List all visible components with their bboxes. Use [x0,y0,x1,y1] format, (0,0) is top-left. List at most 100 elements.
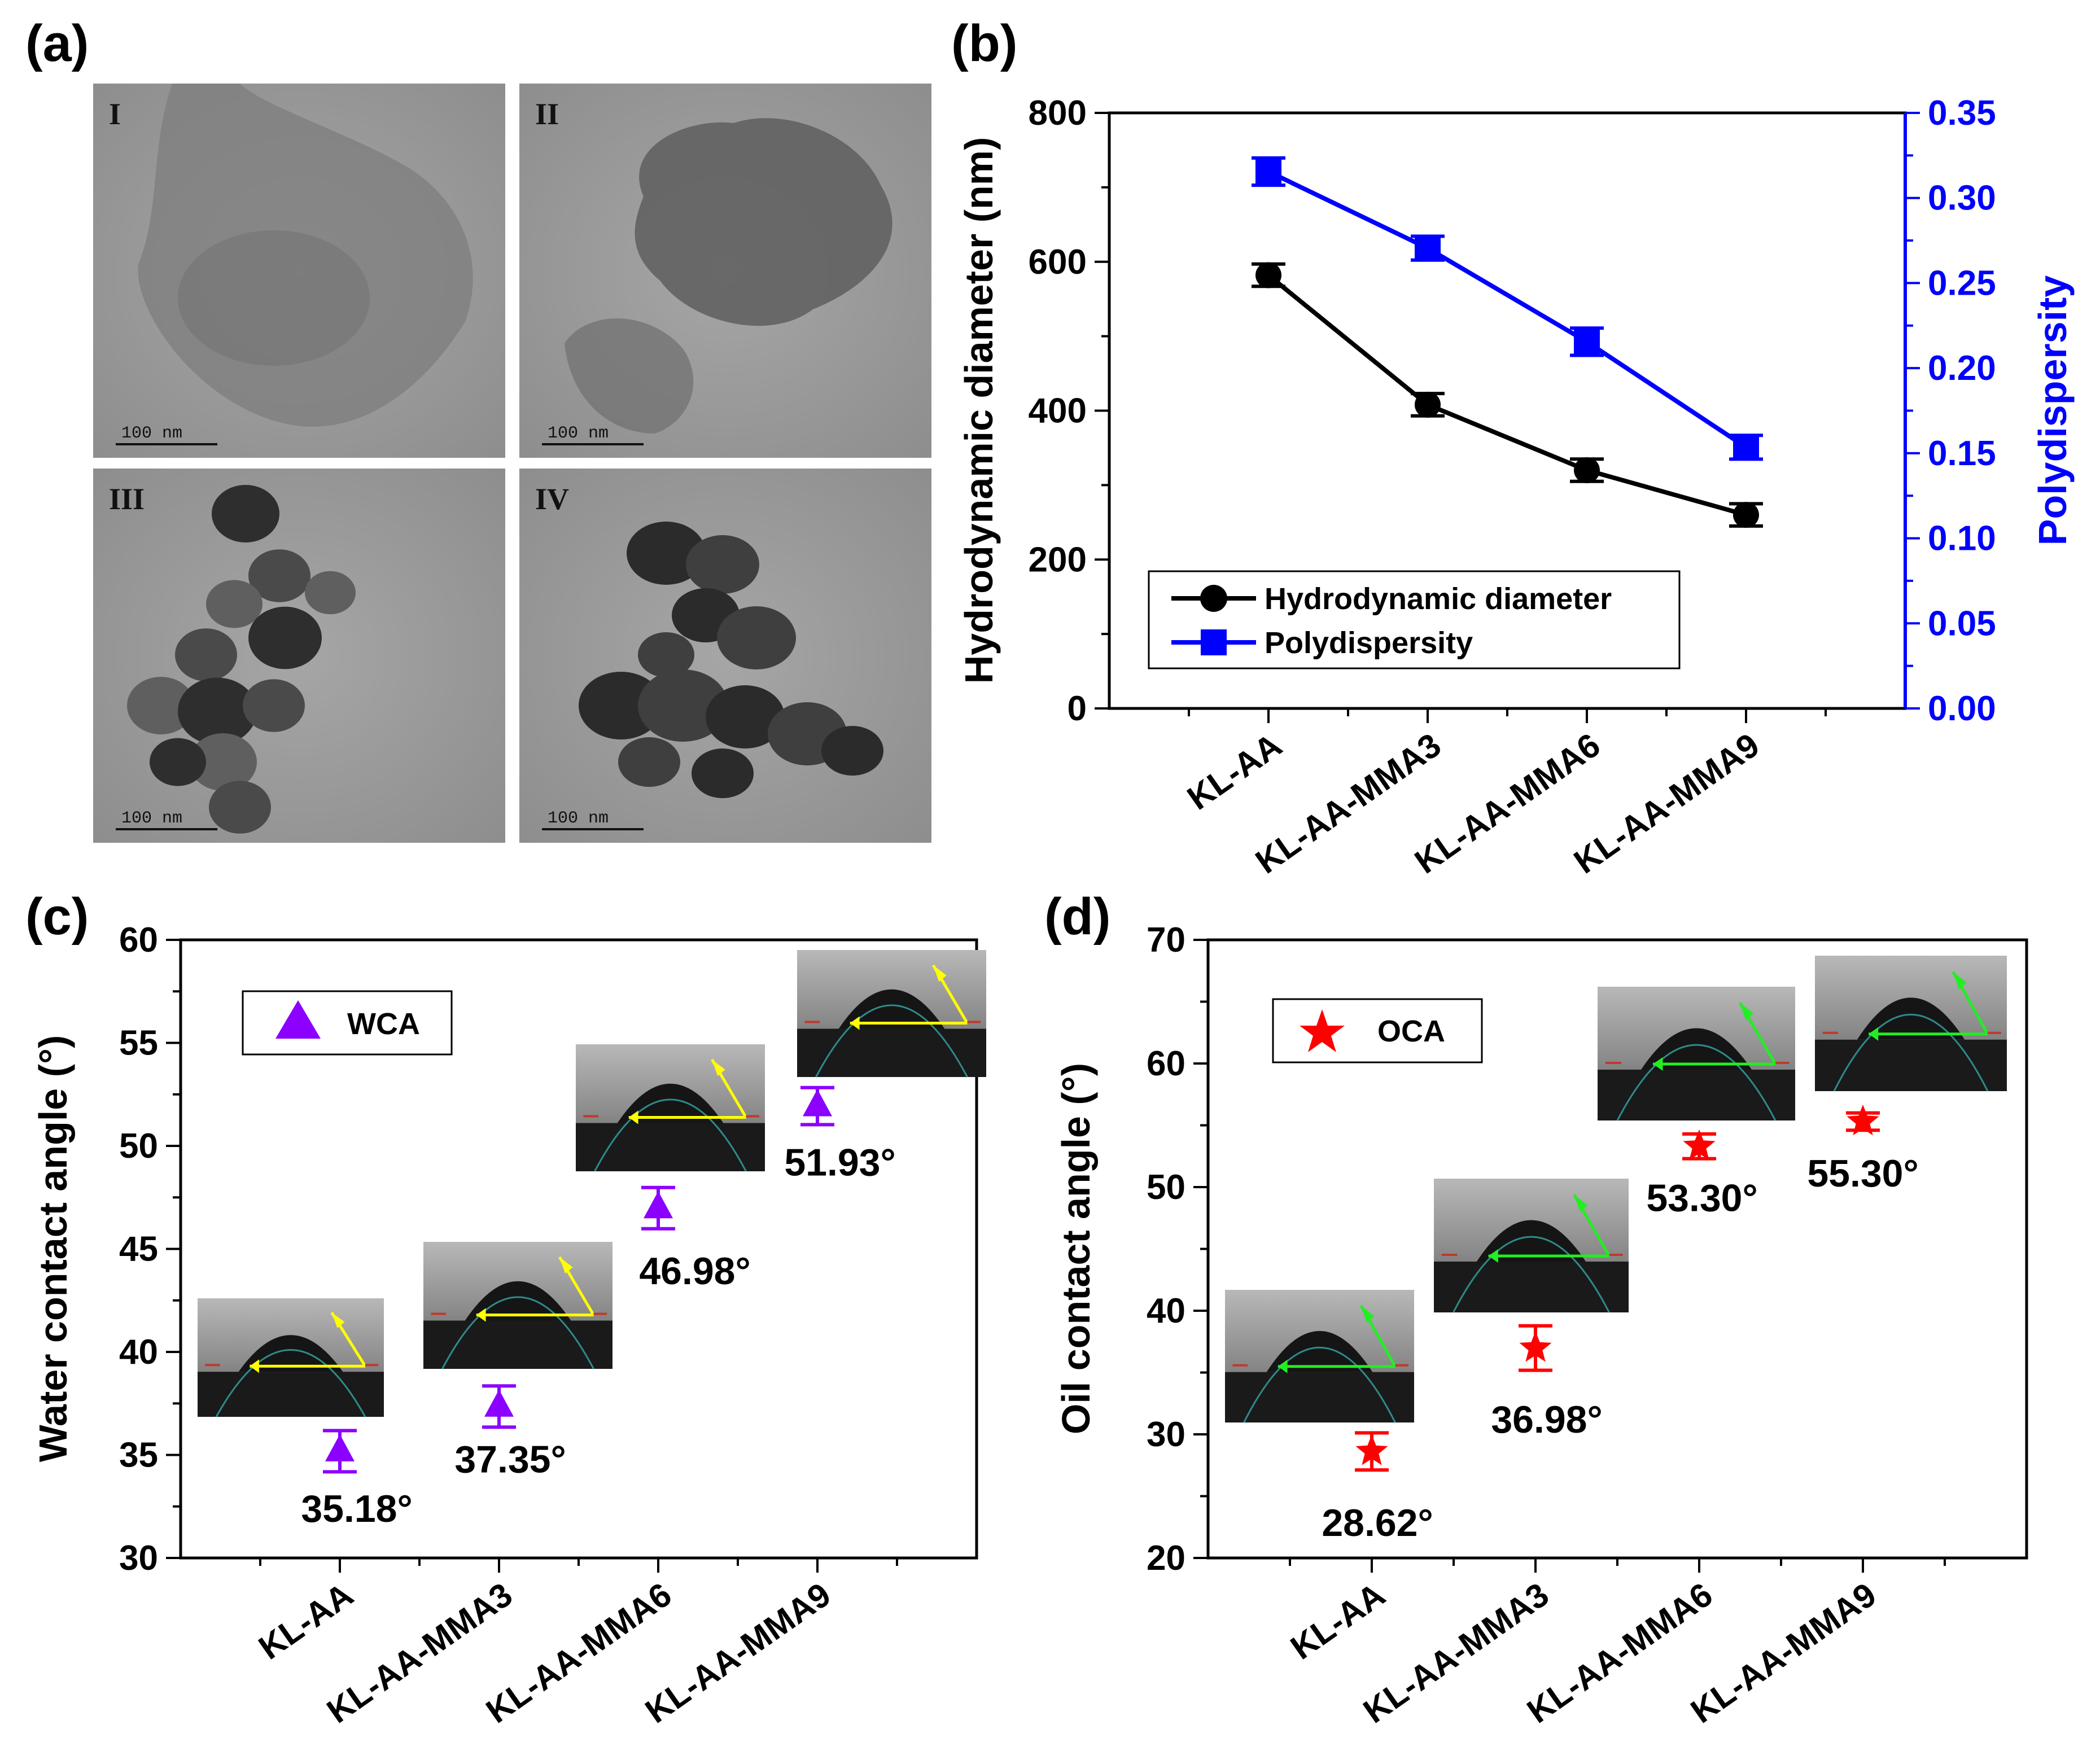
chart-b-point-1-2 [1415,391,1441,418]
chart-d-y-tick-label: 60 [1147,1044,1185,1083]
chart-d-value-label-4: 55.30° [1807,1152,1918,1195]
tem-particle [175,628,237,681]
inset-arrow-head [476,1308,486,1322]
tem-scale-text: 100 nm [548,809,609,828]
tem-particle [178,677,257,745]
tem-aggregate-small [565,318,694,434]
inset-fit-circle [815,1004,968,1078]
tem-particle [627,522,706,585]
tem-particle [638,632,694,677]
chart-b-y-tick-label: 400 [1029,392,1087,431]
tem-particle [717,606,796,669]
tem-grid: I 100 nm II 100 nm III 100 nm IV 100 nm [93,84,931,843]
chart-b-legend-box [1148,570,1681,669]
tem-particle [579,672,663,739]
tem-particle [206,580,262,628]
tem-particle [248,549,310,602]
chart-c-y-tick-label: 60 [119,921,158,960]
chart-c-x-tick-label: KL-AA [252,1575,360,1667]
tem-image-4: IV 100 nm [519,469,931,843]
legend-marker-oca [1300,1009,1345,1052]
inset-droplet [1857,997,1965,1040]
chart-c-y-tick-label: 40 [119,1333,158,1372]
chart-b-point-2-4 [1733,434,1759,461]
inset-fit-circle [594,1098,747,1172]
chart-d-value-label-2: 36.98° [1491,1398,1602,1441]
chart-c-water-contact-angle: 30354045505560KL-AAKL-AA-MMA3KL-AA-MMA6K… [31,921,986,1730]
chart-d-y-tick-label: 70 [1147,921,1185,960]
tem-image-label: III [109,482,145,516]
inset-tangent-head [331,1312,345,1328]
tem-particle [189,733,257,791]
inset-arrow-head [850,1016,860,1030]
inset-arrow-head [250,1359,259,1373]
tem-image-2: II 100 nm [519,84,931,458]
tem-image-label: II [535,97,559,131]
inset-fit-circle [441,1296,594,1369]
chart-b-series-line-2 [1267,169,1748,449]
tem-scale-text: 100 nm [121,809,182,828]
tem-particle [618,737,680,787]
inset-substrate [1598,1069,1795,1120]
chart-c-value-label-3: 46.98° [639,1250,750,1293]
chart-b-y2-tick-label: 0.15 [1928,434,1996,473]
chart-d-point-2 [1519,1331,1552,1362]
chart-c-y-tick-label: 50 [119,1127,158,1166]
legend-text-oca: OCA [1377,1014,1445,1048]
chart-b-y2-tick-label: 0.20 [1928,349,1996,388]
legend-text-polydispersity: Polydispersity [1265,626,1473,660]
chart-b-point-2-2 [1415,235,1441,261]
chart-d-y-tick-label: 30 [1147,1415,1185,1454]
chart-d-x-tick-label: KL-AA [1284,1575,1392,1667]
inset-substrate [1225,1372,1414,1422]
chart-d-legend: OCA [1272,998,1483,1063]
legend-marker-wca [275,1000,321,1039]
chart-d-inset-2 [1434,1179,1629,1313]
tem-particle [212,485,279,542]
inset-fit-circle [1616,1044,1777,1121]
chart-b-y2-tick-label: 0.30 [1928,179,1996,218]
tem-sheet-fold [178,230,370,366]
inset-tangent-head [1574,1194,1588,1213]
inset-substrate [1434,1261,1629,1312]
inset-droplet [617,1083,724,1123]
inset-substrate [423,1320,613,1369]
chart-c-inset-1 [198,1298,384,1417]
chart-b-y-tick-label: 0 [1068,689,1087,728]
chart-c-point-4 [803,1089,832,1117]
inset-droplet [465,1281,571,1321]
chart-c-value-label-1: 35.18° [301,1487,412,1530]
tem-particle [243,679,305,732]
panel-label-a: (a) [25,15,89,72]
inset-arrow-head [1653,1057,1663,1071]
tem-particle [821,726,883,776]
chart-c-inset-4 [797,950,986,1078]
inset-droplet [838,989,945,1029]
chart-d-inset-4 [1815,956,2007,1092]
tem-aggregate [635,118,893,326]
inset-tangent-head [933,965,947,982]
tem-particle [692,749,754,798]
chart-b-point-2-1 [1255,158,1281,185]
chart-b-point-1-4 [1733,502,1759,528]
inset-tangent-head [559,1257,573,1274]
chart-c-inset-2 [423,1242,613,1369]
inset-droplet [1641,1028,1752,1070]
inset-arrow-head [1869,1027,1879,1041]
inset-tangent-head [1953,971,1967,990]
tem-particle [209,781,271,834]
tem-image-1: I 100 nm [93,84,505,458]
inset-fit-circle [1243,1346,1396,1423]
chart-d-y-tick-label: 40 [1147,1292,1185,1330]
chart-b-ylabel: Hydrodynamic diameter (nm) [957,137,1001,684]
chart-c-inset-3 [576,1044,765,1172]
tem-particle [305,571,356,615]
inset-substrate [797,1028,986,1077]
chart-d-legend-box [1272,998,1483,1063]
inset-droplet [1476,1220,1586,1262]
chart-c-y-tick-label: 45 [119,1230,158,1269]
chart-c-legend-box [242,990,453,1056]
inset-droplet [1266,1330,1373,1372]
tem-particle [706,685,785,749]
tem-particle [686,535,759,594]
